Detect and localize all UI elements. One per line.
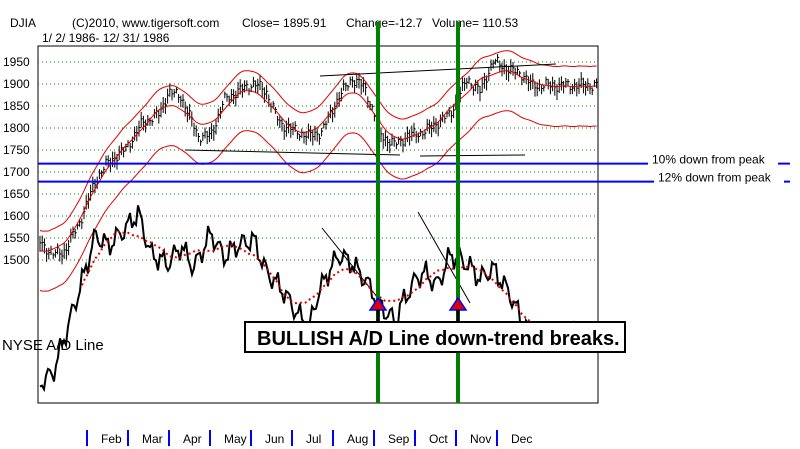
- header-source: (C)2010, www.tigersoft.com: [72, 16, 219, 30]
- ad-line-layer: [39, 205, 599, 393]
- y-tick-label: 1550: [3, 231, 30, 245]
- header-symbol: DJIA: [10, 16, 36, 30]
- support-lines-layer: 10% down from peak 12% down from peak: [38, 151, 790, 185]
- trend-line: [321, 227, 379, 299]
- x-tick-label: Feb: [101, 432, 122, 446]
- x-tick-label: May: [224, 432, 247, 446]
- trend-line: [184, 149, 401, 156]
- y-tick-label: 1950: [3, 55, 30, 69]
- x-tick-label: Mar: [142, 432, 163, 446]
- band-layer: [39, 50, 597, 292]
- callout-text: BULLISH A/D Line down-trend breaks.: [257, 328, 620, 350]
- header-date-range: 1/ 2/ 1986- 12/ 31/ 1986: [42, 31, 170, 45]
- trendline-layer: [184, 63, 557, 304]
- y-axis-ticks: 1950 1900 1850 1800 1750 1700 1650 1600 1550 1500: [3, 55, 30, 267]
- support-label-bg: [648, 151, 778, 167]
- buy-arrow: [368, 296, 388, 311]
- y-tick-label: 1600: [3, 209, 30, 223]
- y-tick-label: 1700: [3, 165, 30, 179]
- x-tick-label: Jul: [306, 432, 321, 446]
- trend-line: [319, 63, 557, 77]
- y-tick-label: 1650: [3, 187, 30, 201]
- support-label-bg: [654, 169, 784, 185]
- ad-line: [39, 205, 599, 393]
- y-tick-label: 1800: [3, 121, 30, 135]
- y-tick-label: 1750: [3, 143, 30, 157]
- x-tick-label: Dec: [511, 432, 532, 446]
- support-label: 10% down from peak: [652, 153, 766, 167]
- plot-frame: [37, 45, 599, 404]
- ad-line-label: NYSE A/D Line: [2, 337, 104, 354]
- x-tick-label: Aug: [347, 432, 368, 446]
- y-tick-label: 1900: [3, 77, 30, 91]
- x-axis-ticks: Feb Mar Apr May Jun Jul Aug Sep Oct Nov Dec: [86, 430, 532, 446]
- x-tick-label: Nov: [470, 432, 491, 446]
- support-label: 12% down from peak: [658, 171, 772, 185]
- trend-line: [419, 154, 526, 157]
- x-tick-label: Oct: [429, 432, 448, 446]
- ad-moving-average: [81, 230, 599, 336]
- grid-layer: [38, 61, 598, 261]
- header-close: Close= 1895.91: [242, 16, 327, 30]
- band-upper: [39, 50, 597, 232]
- x-tick-label: Jun: [265, 432, 284, 446]
- header-volume: Volume= 110.53: [432, 16, 519, 30]
- band-middle: [39, 70, 597, 252]
- trend-line: [417, 211, 471, 304]
- band-lower: [39, 110, 597, 292]
- arrow-layer: [368, 296, 468, 322]
- header-change: Change=-12.7: [346, 16, 423, 30]
- buy-arrow: [448, 296, 468, 311]
- x-tick-label: Sep: [388, 432, 410, 446]
- x-tick-label: Apr: [183, 432, 202, 446]
- y-tick-label: 1500: [3, 253, 30, 267]
- callout-box: [244, 321, 626, 353]
- y-tick-label: 1850: [3, 99, 30, 113]
